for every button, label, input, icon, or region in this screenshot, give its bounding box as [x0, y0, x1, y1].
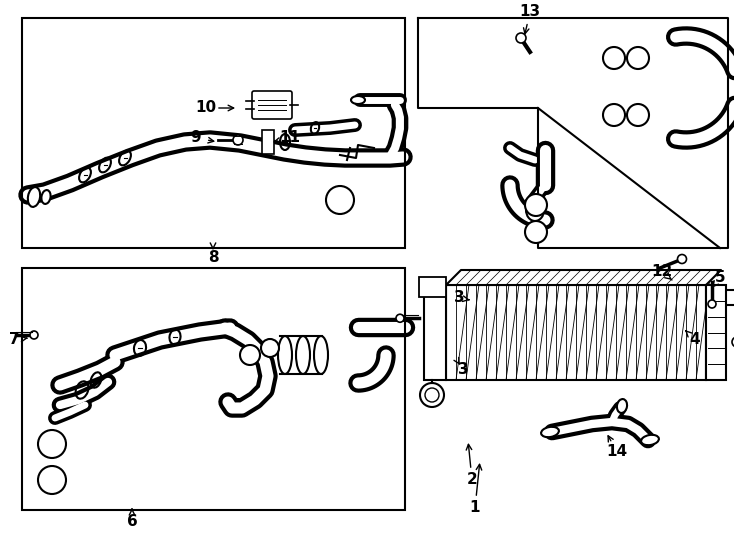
- Ellipse shape: [240, 345, 260, 365]
- Ellipse shape: [526, 199, 544, 221]
- Text: 6: 6: [127, 515, 137, 530]
- Ellipse shape: [38, 466, 66, 494]
- Bar: [424, 285, 446, 380]
- Bar: [22, 268, 405, 510]
- Ellipse shape: [677, 254, 686, 264]
- Bar: [419, 277, 446, 297]
- Ellipse shape: [38, 430, 66, 458]
- Bar: [446, 285, 706, 380]
- Ellipse shape: [525, 221, 547, 243]
- Text: 1: 1: [470, 501, 480, 516]
- Text: 8: 8: [208, 251, 218, 266]
- Text: 3: 3: [454, 291, 465, 306]
- Circle shape: [420, 383, 444, 407]
- Ellipse shape: [516, 33, 526, 43]
- Bar: [262, 130, 274, 154]
- Text: 2: 2: [467, 472, 477, 488]
- Bar: [22, 18, 405, 248]
- Ellipse shape: [627, 104, 649, 126]
- Text: 7: 7: [9, 333, 19, 348]
- FancyBboxPatch shape: [252, 91, 292, 119]
- Text: 9: 9: [191, 131, 201, 145]
- Text: 4: 4: [690, 333, 700, 348]
- Ellipse shape: [233, 135, 243, 145]
- Ellipse shape: [351, 96, 365, 104]
- Text: 5: 5: [715, 271, 725, 286]
- Bar: [706, 285, 726, 380]
- Ellipse shape: [30, 331, 38, 339]
- Ellipse shape: [627, 47, 649, 69]
- Ellipse shape: [261, 339, 279, 357]
- Text: 14: 14: [606, 444, 628, 460]
- Ellipse shape: [603, 104, 625, 126]
- Text: 12: 12: [651, 265, 672, 280]
- Ellipse shape: [541, 427, 559, 437]
- Text: 10: 10: [195, 100, 217, 116]
- Ellipse shape: [603, 47, 625, 69]
- Ellipse shape: [41, 190, 51, 204]
- Ellipse shape: [396, 314, 404, 322]
- Text: 11: 11: [280, 131, 300, 145]
- Text: 3: 3: [458, 362, 468, 377]
- Polygon shape: [446, 270, 721, 285]
- Ellipse shape: [641, 435, 659, 445]
- Ellipse shape: [708, 300, 716, 308]
- Ellipse shape: [326, 186, 354, 214]
- Text: 13: 13: [520, 4, 540, 19]
- Ellipse shape: [28, 187, 40, 207]
- Circle shape: [732, 337, 734, 347]
- Ellipse shape: [525, 194, 547, 216]
- Ellipse shape: [617, 399, 627, 413]
